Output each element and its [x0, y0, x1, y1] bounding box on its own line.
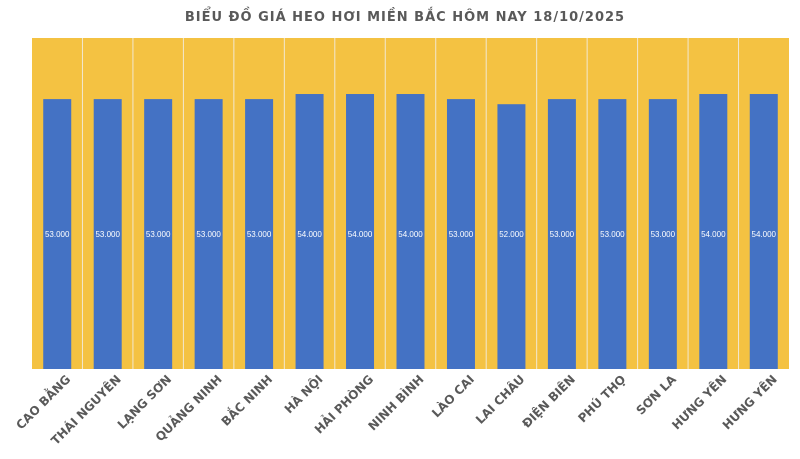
data-label: 53.000: [95, 230, 120, 239]
bar: [547, 99, 576, 369]
bar: [43, 99, 72, 369]
bar: [749, 94, 778, 369]
data-label: 54.000: [348, 230, 373, 239]
bar: [295, 94, 324, 369]
data-label: 54.000: [398, 230, 423, 239]
chart-title: BIỂU ĐỒ GIÁ HEO HƠI MIỀN BẮC HÔM NAY 18/…: [185, 7, 625, 25]
data-label: 53.000: [550, 230, 575, 239]
data-label: 53.000: [651, 230, 676, 239]
bar: [245, 99, 274, 369]
bar: [93, 99, 122, 369]
bar: [346, 94, 375, 369]
bar: [598, 99, 627, 369]
bar: [648, 99, 677, 369]
bar: [446, 99, 475, 369]
data-label: 53.000: [600, 230, 625, 239]
data-label: 54.000: [752, 230, 777, 239]
bar: [699, 94, 728, 369]
data-label: 54.000: [701, 230, 726, 239]
data-label: 53.000: [45, 230, 70, 239]
bar: [396, 94, 425, 369]
bar: [194, 99, 223, 369]
bar: [144, 99, 173, 369]
bar: [497, 104, 526, 369]
data-label: 53.000: [247, 230, 272, 239]
data-label: 53.000: [449, 230, 474, 239]
data-label: 52.000: [499, 230, 524, 239]
data-label: 53.000: [196, 230, 221, 239]
data-label: 54.000: [297, 230, 322, 239]
data-label: 53.000: [146, 230, 171, 239]
